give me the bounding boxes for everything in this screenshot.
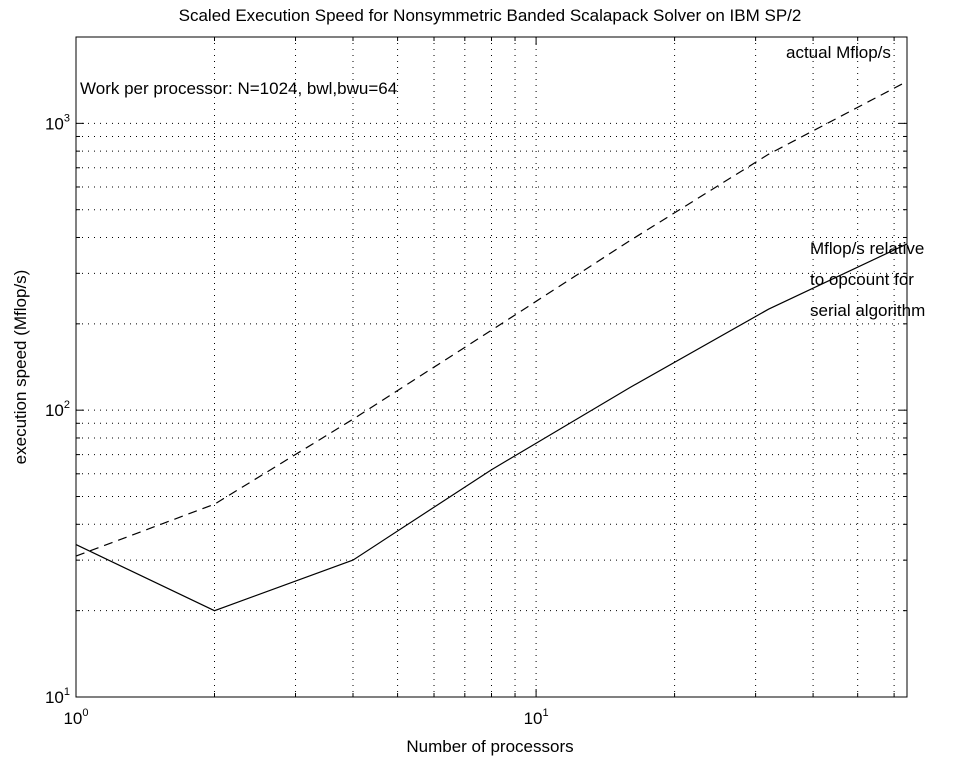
y-tick-label-base: 10 [45, 688, 64, 707]
series-layer [75, 80, 908, 612]
tick-marks [75, 36, 907, 698]
grid [76, 37, 907, 697]
annotation-relative-mflops: Mflop/s relative to opcount for serial a… [810, 239, 929, 320]
series-line-solid [75, 243, 908, 612]
y-tick-label: 101 [45, 686, 70, 707]
x-tick-label-base: 10 [524, 709, 543, 728]
x-tick-label-base: 10 [63, 709, 82, 728]
series-line-dashed [75, 80, 908, 557]
y-tick-label-exponent: 2 [64, 399, 70, 411]
y-tick-label-base: 10 [45, 401, 64, 420]
y-tick-label: 103 [45, 112, 70, 133]
y-tick-label-exponent: 1 [64, 686, 70, 698]
chart-title: Scaled Execution Speed for Nonsymmetric … [179, 6, 802, 25]
y-axis-label: execution speed (Mflop/s) [11, 270, 30, 465]
x-tick-label: 100 [63, 707, 88, 728]
y-tick-label-exponent: 3 [64, 112, 70, 124]
x-tick-label-exponent: 1 [542, 707, 548, 719]
annotation-actual-mflops: actual Mflop/s [786, 43, 891, 62]
x-tick-label: 101 [524, 707, 549, 728]
y-tick-label-base: 10 [45, 114, 64, 133]
x-tick-label-exponent: 0 [82, 707, 88, 719]
annotation-work-per-processor: Work per processor: N=1024, bwl,bwu=64 [80, 79, 397, 98]
y-tick-label: 102 [45, 399, 70, 420]
x-axis-label: Number of processors [406, 737, 573, 756]
